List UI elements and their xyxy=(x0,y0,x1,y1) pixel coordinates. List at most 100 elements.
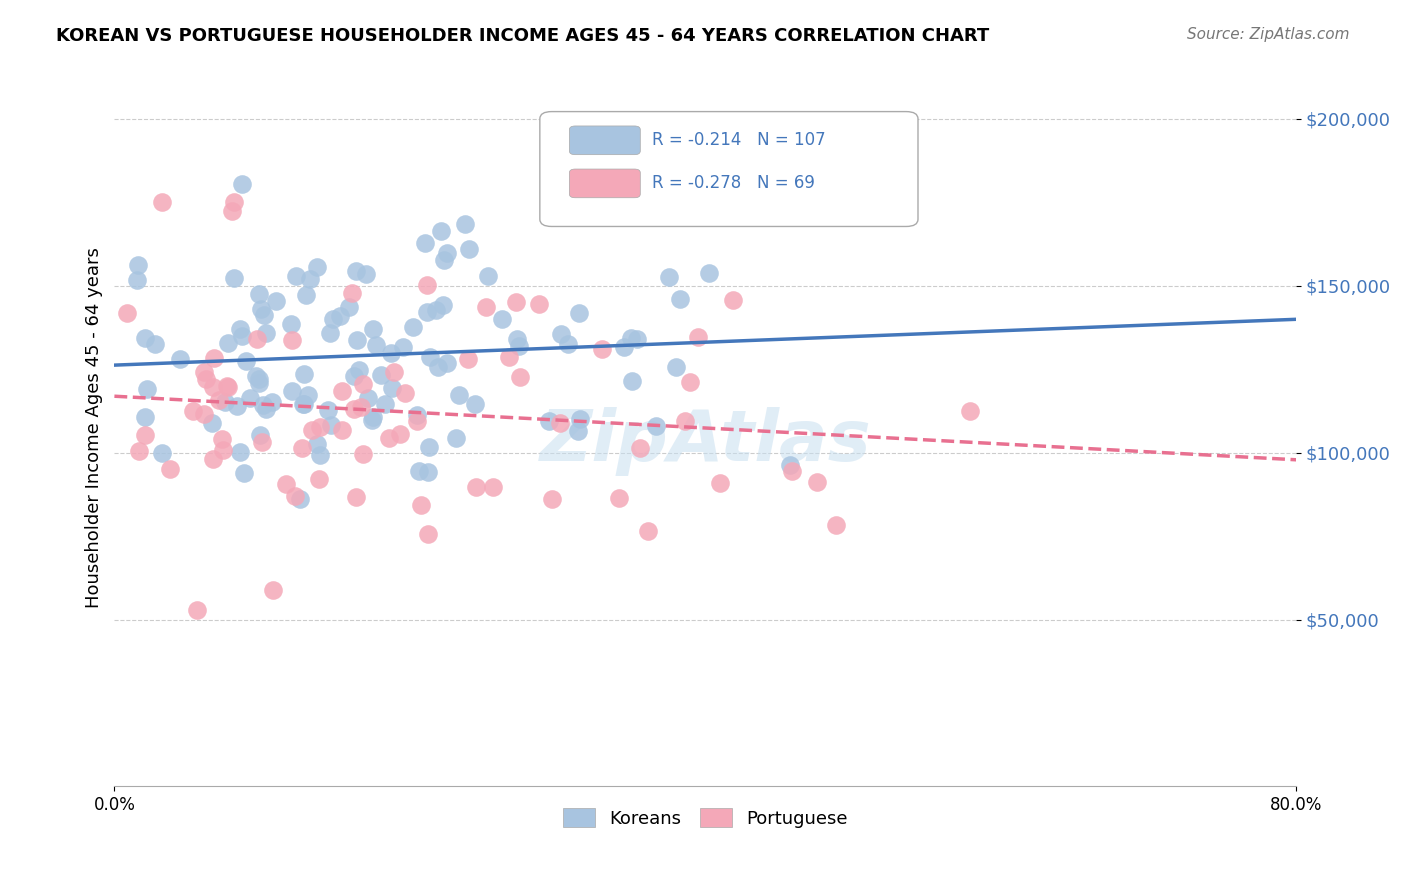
Point xyxy=(465,480,488,494)
Point xyxy=(226,399,249,413)
FancyBboxPatch shape xyxy=(569,126,640,154)
Point xyxy=(557,336,579,351)
Point xyxy=(229,445,252,459)
Point xyxy=(392,340,415,354)
Point xyxy=(250,435,273,450)
Point xyxy=(709,475,731,490)
Legend: Koreans, Portuguese: Koreans, Portuguese xyxy=(555,800,855,835)
Point xyxy=(291,441,314,455)
Point xyxy=(169,351,191,366)
Point xyxy=(319,417,342,432)
Y-axis label: Householder Income Ages 45 - 64 years: Householder Income Ages 45 - 64 years xyxy=(86,247,103,608)
Point xyxy=(457,351,479,366)
Point xyxy=(309,448,332,462)
Point xyxy=(429,224,451,238)
Point xyxy=(721,293,744,308)
Point xyxy=(361,409,384,424)
Point xyxy=(347,363,370,377)
Text: Source: ZipAtlas.com: Source: ZipAtlas.com xyxy=(1187,27,1350,42)
Point xyxy=(256,402,278,417)
Point xyxy=(370,368,392,382)
Point xyxy=(115,306,138,320)
Point xyxy=(217,380,239,394)
Point xyxy=(416,305,439,319)
Point xyxy=(394,386,416,401)
Point xyxy=(224,195,246,210)
Point xyxy=(262,395,284,409)
Point xyxy=(297,388,319,402)
Point xyxy=(247,376,270,391)
Point xyxy=(419,350,441,364)
Point xyxy=(342,286,364,301)
Point xyxy=(305,437,328,451)
Point xyxy=(292,397,315,411)
Point xyxy=(548,186,571,201)
Text: R = -0.214   N = 107: R = -0.214 N = 107 xyxy=(652,131,825,149)
Point xyxy=(181,404,204,418)
Point xyxy=(231,329,253,343)
Point xyxy=(444,431,467,445)
Point xyxy=(343,402,366,417)
Point xyxy=(308,472,330,486)
Point xyxy=(591,343,613,357)
Point xyxy=(202,451,225,466)
Point xyxy=(354,267,377,281)
Text: ZipAtlas: ZipAtlas xyxy=(540,408,872,476)
Point xyxy=(361,322,384,336)
Point xyxy=(202,351,225,366)
Point xyxy=(607,491,630,505)
Point xyxy=(247,371,270,385)
Point xyxy=(567,424,589,438)
Point xyxy=(508,338,530,352)
Point xyxy=(620,331,643,345)
Point xyxy=(380,346,402,360)
Point xyxy=(408,464,430,478)
Point xyxy=(222,271,245,285)
Point xyxy=(330,384,353,398)
Point xyxy=(214,395,236,409)
Point xyxy=(613,340,636,354)
Point xyxy=(247,286,270,301)
Point xyxy=(254,326,277,341)
Point xyxy=(406,414,429,428)
Point xyxy=(548,416,571,430)
Point xyxy=(202,380,225,394)
Point xyxy=(686,329,709,343)
Point xyxy=(343,369,366,384)
Point xyxy=(658,270,681,285)
Point xyxy=(298,272,321,286)
Point xyxy=(292,367,315,381)
Point xyxy=(388,426,411,441)
Point xyxy=(824,517,846,532)
Point xyxy=(477,268,499,283)
Point xyxy=(780,464,803,478)
Point xyxy=(569,411,592,425)
Point xyxy=(506,332,529,346)
Point xyxy=(537,414,560,428)
Point xyxy=(806,475,828,489)
Point xyxy=(245,368,267,383)
Point xyxy=(447,388,470,402)
Point xyxy=(337,301,360,315)
Point xyxy=(550,327,572,342)
Point xyxy=(253,308,276,322)
FancyBboxPatch shape xyxy=(540,112,918,227)
Point xyxy=(413,236,436,251)
Text: R = -0.278   N = 69: R = -0.278 N = 69 xyxy=(652,175,815,193)
Point xyxy=(229,322,252,336)
Point xyxy=(134,410,156,425)
Point xyxy=(673,414,696,428)
Point xyxy=(264,293,287,308)
Point xyxy=(150,195,173,210)
Point xyxy=(498,350,520,364)
Point xyxy=(233,466,256,480)
Point xyxy=(344,490,367,504)
Point xyxy=(352,447,374,461)
Point xyxy=(344,264,367,278)
Point xyxy=(211,432,233,446)
Point xyxy=(697,267,720,281)
Point xyxy=(505,294,527,309)
Point xyxy=(212,442,235,457)
Text: KOREAN VS PORTUGUESE HOUSEHOLDER INCOME AGES 45 - 64 YEARS CORRELATION CHART: KOREAN VS PORTUGUESE HOUSEHOLDER INCOME … xyxy=(56,27,990,45)
Point xyxy=(418,440,440,454)
